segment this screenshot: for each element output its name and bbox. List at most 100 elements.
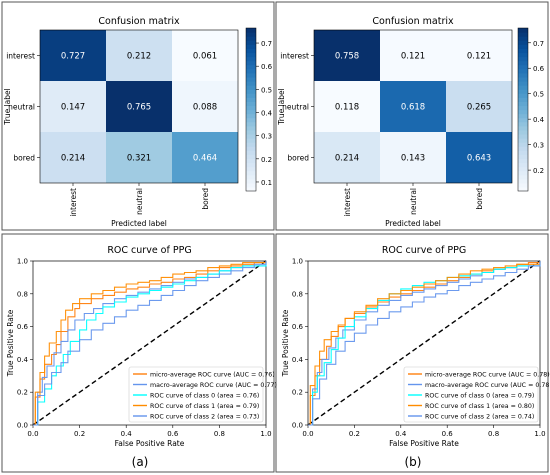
colorbar-segment — [518, 36, 528, 41]
roc-legend-label: ROC curve of class 1 (area = 0.79) — [150, 403, 259, 410]
roc-chance-diagonal — [307, 260, 541, 426]
cm-cell — [380, 132, 446, 183]
colorbar-segment — [246, 48, 256, 54]
colorbar-segment — [246, 133, 256, 139]
colorbar-tick-label: 0.3 — [533, 142, 544, 150]
roc-ylabel: True Positive Rate — [281, 309, 290, 377]
roc-title: ROC curve of PPG — [382, 245, 466, 256]
cm-cell — [380, 30, 446, 81]
roc-series-line — [33, 261, 267, 426]
colorbar-segment — [246, 60, 256, 66]
colorbar-segment — [518, 162, 528, 168]
colorbar-segment — [518, 28, 528, 33]
cm-cell — [106, 30, 172, 81]
frame-top-left — [1, 1, 275, 231]
cm-cell-value: 0.758 — [335, 52, 359, 62]
colorbar-segment — [246, 121, 256, 127]
cm-row-label: neutral — [8, 103, 35, 112]
roc-series-line — [308, 261, 541, 426]
cm-cell-value: 0.765 — [127, 103, 151, 113]
colorbar-segment — [518, 154, 528, 159]
cm-cell — [314, 81, 380, 132]
roc-x-tick-label: 0.2 — [349, 430, 360, 438]
roc-x-tick-label: 1.0 — [534, 430, 545, 438]
cm-cell — [446, 30, 512, 81]
roc-y-tick-label: 0.0 — [17, 422, 28, 430]
cm-cell-value: 0.321 — [127, 154, 151, 164]
roc-ylabel: True Positive Rate — [6, 309, 15, 377]
roc-chart-1: ROC curve of PPG 0.00.0 0.2 0.2 0.4 0.4 0.6 0.6… — [6, 245, 277, 448]
colorbar-frame — [245, 27, 257, 192]
colorbar-segment — [246, 76, 256, 82]
roc-y-tick-label: 1.0 — [292, 258, 303, 266]
colorbar-segment — [246, 56, 256, 62]
colorbar-segment — [246, 178, 256, 184]
colorbar-tick-label: 0.2 — [533, 167, 544, 175]
cm-col-label: neutral — [409, 188, 418, 215]
colorbar-segment — [246, 138, 256, 143]
colorbar-segment — [518, 142, 528, 147]
colorbar-segment — [246, 154, 256, 159]
roc-series-line — [33, 261, 267, 426]
colorbar-tick-label: 0.6 — [261, 63, 273, 71]
cm-cell-value: 0.088 — [193, 103, 217, 113]
colorbar-segment — [518, 109, 528, 115]
colorbar-segment — [518, 72, 528, 78]
cm-cell-value: 0.143 — [401, 154, 425, 164]
roc-series-line — [308, 261, 541, 426]
colorbar-segment — [246, 85, 256, 90]
cm-title: Confusion matrix — [372, 16, 454, 27]
colorbar-segment — [518, 48, 528, 54]
colorbar-segment — [518, 40, 528, 45]
cm-cell-value: 0.061 — [193, 52, 217, 62]
colorbar-segment — [518, 97, 528, 102]
cm-cell — [380, 81, 446, 132]
roc-series-line — [33, 261, 267, 426]
cm-ylabel: True label — [3, 88, 12, 125]
cm-cell — [40, 132, 106, 183]
roc-y-tick-label: 0.6 — [292, 323, 304, 331]
cm-cell-value: 0.121 — [401, 52, 425, 62]
roc-series-line — [33, 261, 267, 426]
colorbar-segment — [246, 186, 256, 192]
roc-chart-2: ROC curve of PPG 0.00.0 0.2 0.2 0.4 0.4 0.6 0.6… — [281, 245, 550, 448]
cm-row-label: interest — [6, 52, 35, 61]
roc-y-tick-label: 1.0 — [17, 258, 28, 266]
colorbar-segment — [518, 178, 528, 184]
colorbar-segment — [518, 170, 528, 176]
colorbar-segment — [518, 121, 528, 127]
roc-xlabel: False Positive Rate — [115, 439, 185, 448]
frame-bottom-right — [275, 233, 549, 473]
colorbar-segment — [518, 101, 528, 107]
colorbar-segment — [246, 113, 256, 119]
colorbar-segment — [246, 109, 256, 115]
colorbar-segment — [518, 60, 528, 66]
colorbar-segment — [246, 158, 256, 164]
colorbar-segment — [246, 101, 256, 107]
roc-x-tick-label: 0.0 — [27, 430, 38, 438]
colorbar-segment — [246, 166, 256, 172]
roc-y-tick-label: 0.6 — [17, 323, 29, 331]
colorbar-segment — [246, 28, 256, 33]
colorbar-segment — [246, 125, 256, 131]
cm-cell — [314, 132, 380, 183]
cm-ylabel: True label — [277, 88, 286, 125]
cm-col-label: bored — [475, 188, 484, 210]
colorbar-segment — [246, 32, 256, 37]
colorbar-segment — [246, 64, 256, 70]
cm-cell — [446, 81, 512, 132]
colorbar-segment — [518, 146, 528, 151]
roc-legend-label: macro-average ROC curve (AUC = 0.77) — [150, 382, 277, 389]
colorbar-segment — [518, 133, 528, 139]
colorbar-segment — [518, 125, 528, 131]
roc-y-tick-label: 0.0 — [292, 422, 303, 430]
colorbar-segment — [518, 150, 528, 155]
cm-row-label: bored — [13, 154, 35, 163]
colorbar-segment — [518, 56, 528, 62]
roc-x-tick-label: 0.0 — [302, 430, 313, 438]
frame-top-right — [275, 1, 549, 231]
colorbar-segment — [518, 182, 528, 188]
cm-row-label: bored — [287, 154, 309, 163]
roc-x-tick-label: 1.0 — [260, 430, 271, 438]
colorbar-segment — [246, 142, 256, 147]
